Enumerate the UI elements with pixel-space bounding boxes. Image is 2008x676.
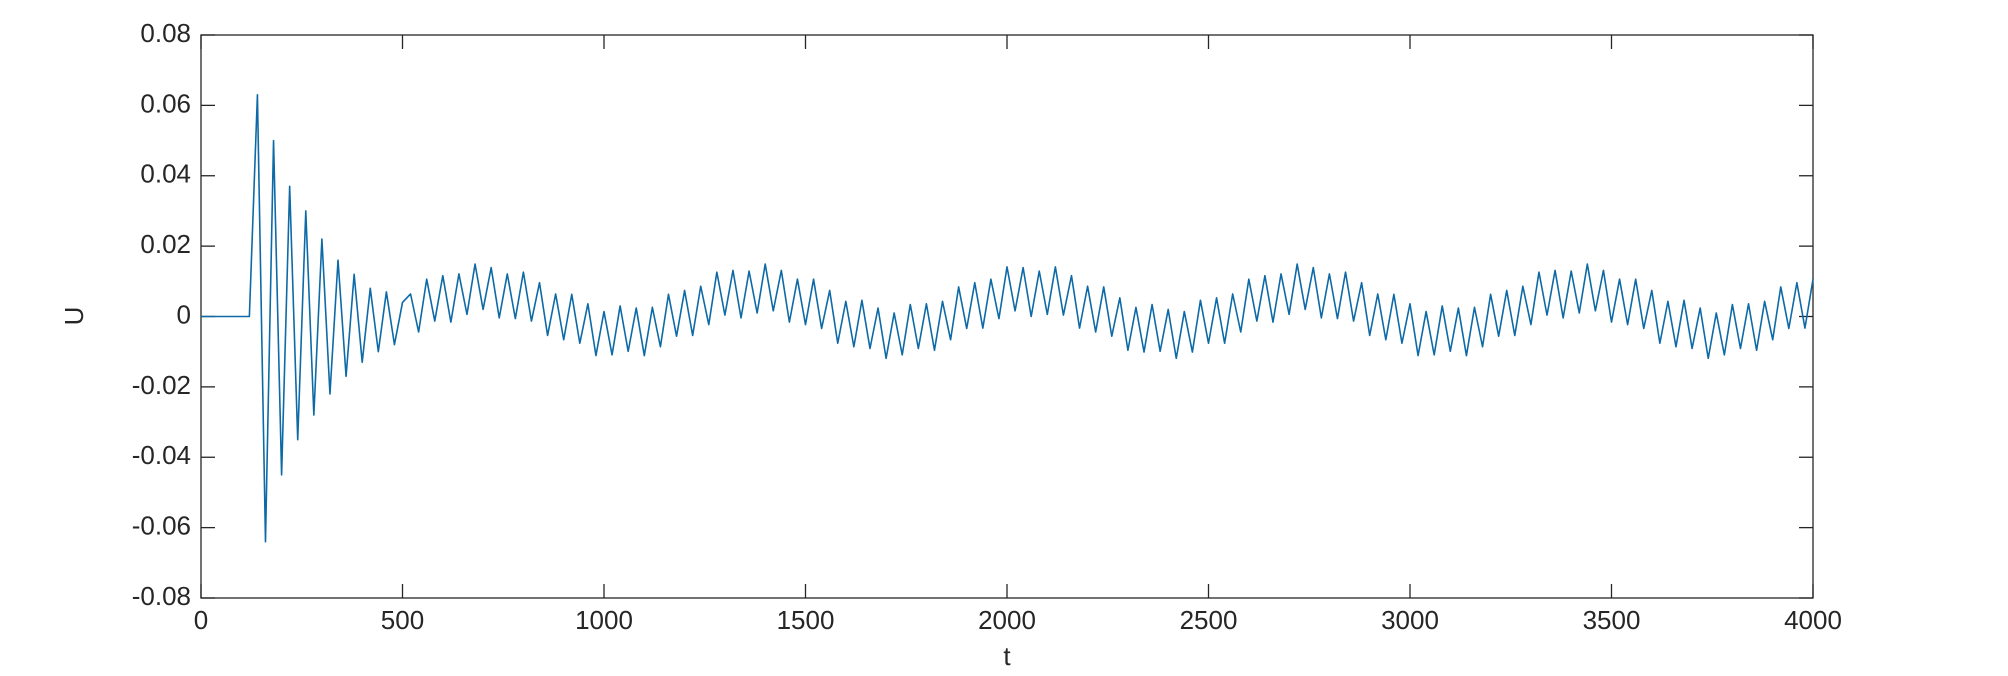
x-tick-label: 500 xyxy=(381,605,424,635)
y-tick-label: -0.04 xyxy=(132,440,191,470)
plot-frame xyxy=(200,34,1814,599)
y-tick-label: -0.08 xyxy=(132,581,191,611)
x-tick-label: 1500 xyxy=(777,605,835,635)
x-axis-label: t xyxy=(1003,641,1011,671)
x-tick-label: 3000 xyxy=(1381,605,1439,635)
x-tick-label: 2000 xyxy=(978,605,1036,635)
y-tick-label: 0.02 xyxy=(140,229,191,259)
y-tick-label: -0.02 xyxy=(132,370,191,400)
x-tick-label: 0 xyxy=(194,605,208,635)
data-line xyxy=(201,94,1814,543)
y-axis-label: U xyxy=(59,307,89,326)
y-tick-label: 0.04 xyxy=(140,159,191,189)
y-tick-label: -0.06 xyxy=(132,511,191,541)
y-tick-label: 0 xyxy=(177,299,191,329)
x-tick-label: 1000 xyxy=(575,605,633,635)
y-tick-label: 0.06 xyxy=(140,88,191,118)
y-tick-label: 0.08 xyxy=(140,18,191,48)
x-tick-label: 2500 xyxy=(1180,605,1238,635)
x-tick-label: 3500 xyxy=(1583,605,1641,635)
x-tick-label: 4000 xyxy=(1784,605,1842,635)
